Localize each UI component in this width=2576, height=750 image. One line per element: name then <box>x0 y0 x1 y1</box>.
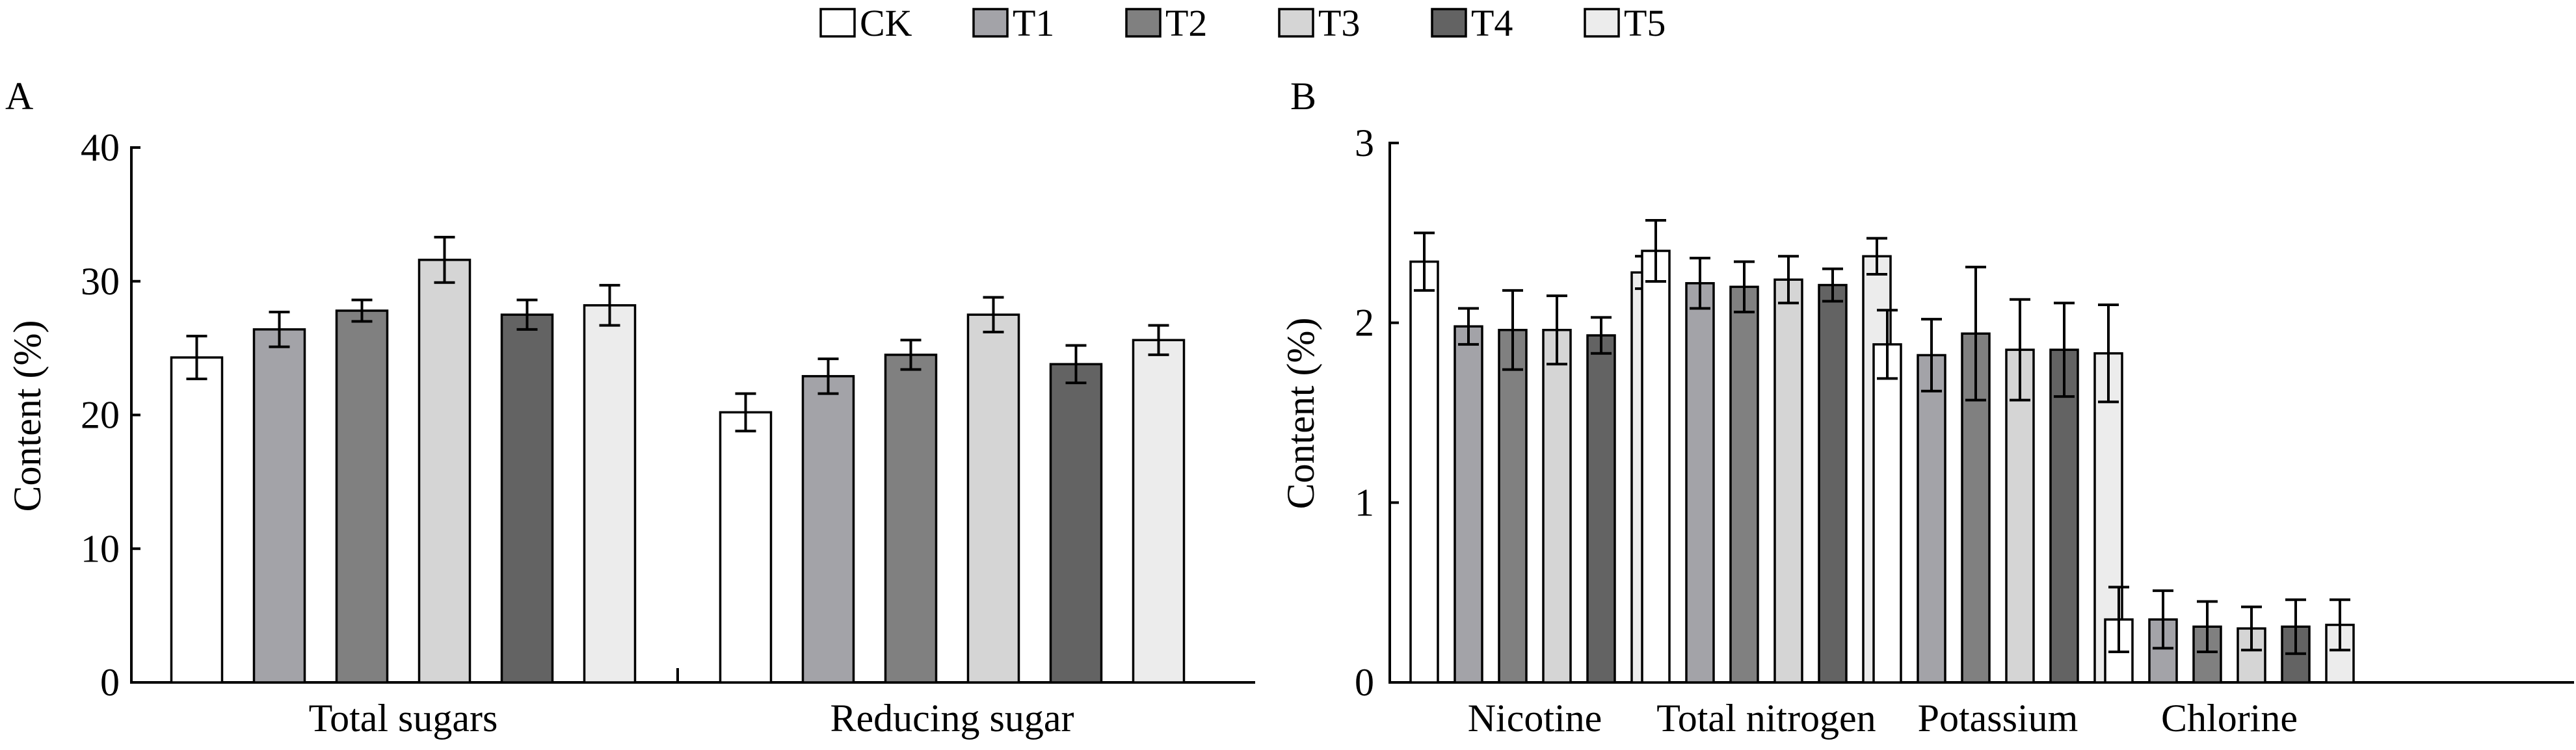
y-tick-label: 40 <box>81 126 120 169</box>
bar-t4 <box>2049 348 2079 684</box>
bar-t4 <box>1818 283 1848 684</box>
x-category-label: Potassium <box>1918 697 2078 740</box>
legend-label-t2: T2 <box>1165 2 1207 44</box>
y-tick-label: 0 <box>1355 661 1374 704</box>
bar-t1 <box>1917 354 1946 684</box>
bar-ck <box>1872 343 1902 684</box>
bar-ck <box>170 356 224 684</box>
x-category-label: Chlorine <box>2161 697 2298 740</box>
bar-t1 <box>1685 282 1715 684</box>
bar-t3 <box>418 259 471 684</box>
bar-t3 <box>2005 348 2035 684</box>
legend-label-t1: T1 <box>1013 2 1054 44</box>
legend-swatch-t4 <box>1431 8 1467 38</box>
legend-label-ck: CK <box>860 2 912 44</box>
bar-t3 <box>1542 328 1572 684</box>
x-category-label: Reducing sugar <box>830 697 1074 740</box>
x-category-label: Total nitrogen <box>1656 697 1876 740</box>
bar-ck <box>1409 260 1439 684</box>
y-tick-label: 0 <box>100 661 120 704</box>
bar-t3 <box>1773 278 1803 684</box>
panel-label-a: A <box>5 75 33 118</box>
bar-t1 <box>801 375 855 684</box>
bar-t1 <box>252 328 306 684</box>
bar-t4 <box>1049 363 1103 684</box>
bar-ck <box>1641 250 1671 684</box>
y-tick-label: 3 <box>1355 122 1374 164</box>
bar-t4 <box>1586 334 1616 684</box>
bar-t2 <box>884 354 938 684</box>
y-tick-label: 10 <box>81 527 120 570</box>
bar-t4 <box>500 313 554 684</box>
legend: CK T1 T2 T3 T4 T5 <box>819 2 1666 44</box>
y-tick-label: 20 <box>81 394 120 437</box>
x-category-label: Total sugars <box>309 697 498 740</box>
legend-label-t4: T4 <box>1471 2 1513 44</box>
legend-swatch-t3 <box>1278 8 1314 38</box>
legend-swatch-t2 <box>1125 8 1162 38</box>
panel-a-chart: A Content (%) 0 10 20 30 40 Total sugars Reducin… <box>5 75 1255 740</box>
panel-b-chart: B Content (%) 0 1 2 3 Nicotine Total nitrogen Po… <box>1279 75 2574 740</box>
legend-label-t3: T3 <box>1318 2 1360 44</box>
bar-t2 <box>335 309 389 684</box>
legend-swatch-ck <box>819 8 856 38</box>
y-tick-label: 30 <box>81 260 120 303</box>
y-tick-label: 2 <box>1355 302 1374 344</box>
x-category-label: Nicotine <box>1468 697 1602 740</box>
bar-t1 <box>1454 325 1483 684</box>
legend-swatch-t5 <box>1584 8 1620 38</box>
bar-t3 <box>966 313 1020 684</box>
y-axis-title: Content (%) <box>1279 318 1322 510</box>
bar-t5 <box>583 304 637 684</box>
bar-ck <box>719 411 773 684</box>
legend-swatch-t1 <box>972 8 1009 38</box>
panel-label-b: B <box>1290 75 1316 118</box>
bar-t2 <box>1729 285 1759 684</box>
bar-t5 <box>1132 339 1186 684</box>
bar-t2 <box>1498 328 1528 684</box>
y-axis-title: Content (%) <box>6 320 49 512</box>
y-tick-label: 1 <box>1355 481 1374 524</box>
legend-label-t5: T5 <box>1624 2 1666 44</box>
